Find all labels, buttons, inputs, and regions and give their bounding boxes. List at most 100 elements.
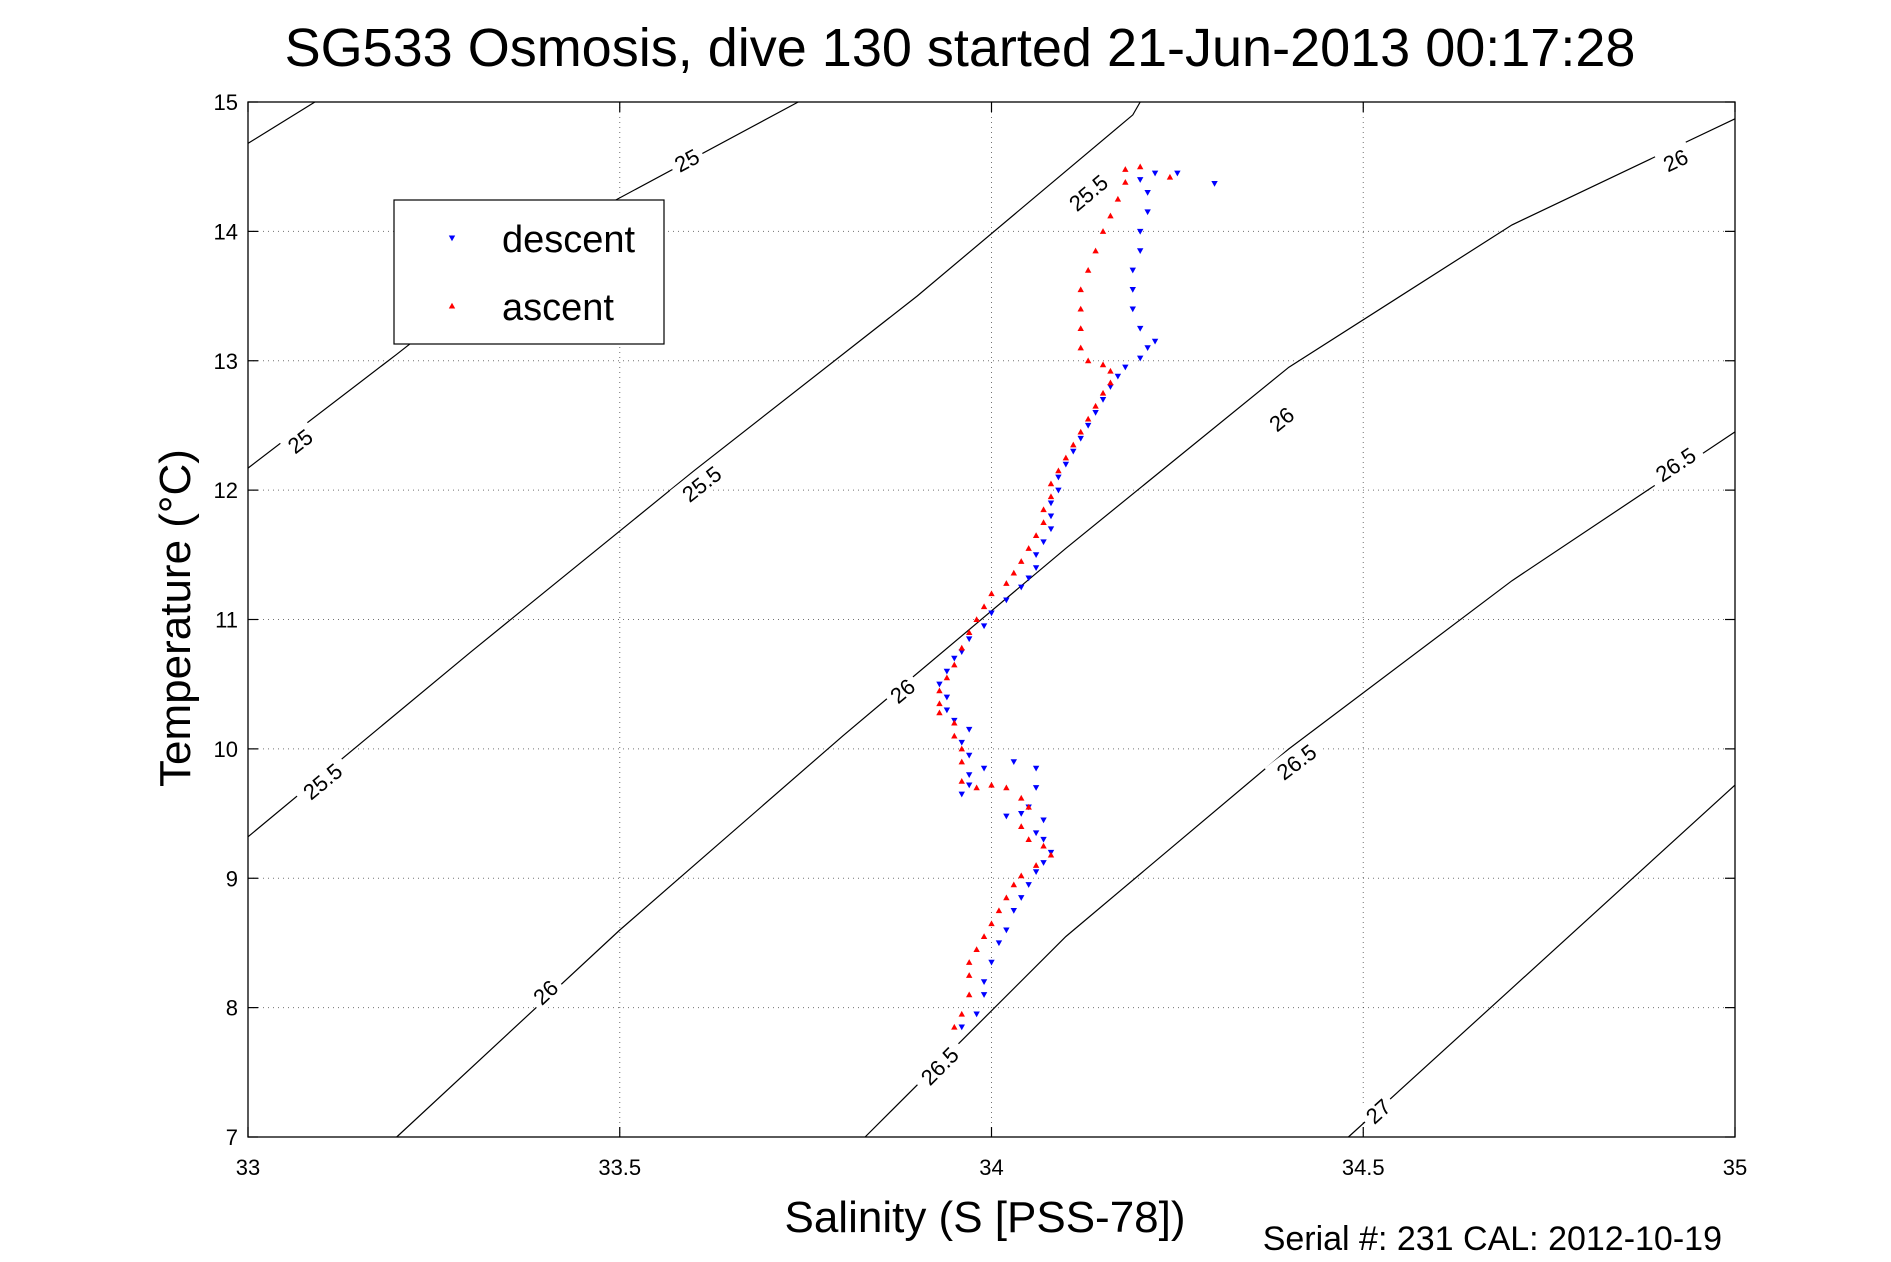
x-tick-label: 33.5 <box>598 1155 641 1180</box>
y-axis-label: Temperature (°C) <box>151 449 200 787</box>
ascent-point <box>1077 428 1084 435</box>
descent-point <box>1025 882 1032 888</box>
ascent-point <box>1137 163 1144 170</box>
y-tick-label: 12 <box>214 478 238 503</box>
descent-point <box>1129 267 1136 274</box>
descent-point <box>1018 895 1025 901</box>
y-tick-label: 10 <box>214 737 238 762</box>
descent-point <box>1047 526 1055 533</box>
legend-label-ascent: ascent <box>502 287 614 329</box>
ascent-point <box>1070 441 1077 448</box>
x-tick-label: 34.5 <box>1342 1155 1385 1180</box>
ascent-point <box>936 709 943 716</box>
descent-point <box>980 979 988 985</box>
ascent-point <box>1010 881 1018 888</box>
ascent-point <box>988 781 995 788</box>
descent-point <box>1129 306 1136 313</box>
ascent-point <box>1114 195 1122 202</box>
descent-point <box>965 726 973 733</box>
contour-line <box>396 118 1736 1138</box>
contour-line <box>864 431 1736 1138</box>
descent-point <box>1151 338 1159 345</box>
descent-point <box>1032 565 1040 571</box>
descent-point <box>1174 170 1181 177</box>
descent-point <box>1211 180 1218 187</box>
ascent-point <box>1107 212 1114 219</box>
descent-point <box>965 782 973 789</box>
legend-marker-ascent <box>448 302 456 309</box>
ascent-point <box>1003 894 1010 901</box>
ascent-point <box>1047 480 1055 487</box>
ascent-point <box>965 991 973 998</box>
ascent-point <box>1077 325 1084 331</box>
descent-point <box>1040 539 1047 546</box>
descent-point <box>936 681 943 688</box>
ascent-point <box>965 629 973 635</box>
ascent-point <box>1047 851 1055 858</box>
ascent-point <box>1025 803 1032 810</box>
descent-point <box>1032 552 1040 559</box>
descent-point <box>1077 435 1084 442</box>
legend: descent ascent <box>393 199 665 345</box>
contour-line <box>247 101 316 144</box>
x-tick-label: 35 <box>1723 1155 1747 1180</box>
legend-box <box>393 199 665 345</box>
descent-point <box>1144 209 1151 216</box>
descent-point <box>973 1011 980 1018</box>
ascent-point <box>980 933 988 940</box>
ascent-point <box>936 700 943 707</box>
axes: 33 33.5 34 34.5 35 7 8 9 10 11 12 13 14 15 <box>214 90 1748 1180</box>
ascent-point <box>943 674 951 681</box>
ascent-point <box>1092 402 1099 409</box>
descent-point <box>1084 422 1092 429</box>
x-tick-label: 33 <box>236 1155 260 1180</box>
descent-point <box>988 610 995 617</box>
y-tick-label: 14 <box>214 219 238 244</box>
ascent-point <box>958 644 965 651</box>
descent-point <box>1137 355 1144 362</box>
ascent-point <box>1077 344 1084 351</box>
descent-point <box>1040 817 1047 824</box>
descent-point <box>1025 575 1032 582</box>
ascent-point <box>1107 379 1114 386</box>
descent-point <box>965 636 973 643</box>
ascent-point <box>1092 247 1099 254</box>
descent-point <box>1137 325 1144 332</box>
descent-point <box>1055 474 1062 481</box>
descent-point <box>995 940 1003 947</box>
ascent-point <box>1166 173 1174 180</box>
descent-point <box>965 772 973 778</box>
ascent-point <box>1018 558 1025 564</box>
ascent-point <box>1025 545 1032 551</box>
descent-point <box>1055 487 1062 494</box>
descent-point <box>1062 461 1070 468</box>
descent-point <box>943 694 951 701</box>
descent-point <box>1040 836 1047 843</box>
y-tick-label: 15 <box>214 90 238 115</box>
ascent-point <box>1040 519 1047 526</box>
y-tick-label: 13 <box>214 349 238 374</box>
ascent-point <box>988 590 995 597</box>
ascent-point <box>965 959 973 965</box>
descent-point <box>943 707 951 714</box>
ascent-point <box>1040 842 1047 849</box>
ascent-point <box>936 687 943 694</box>
ascent-point <box>1099 228 1107 234</box>
descent-point <box>980 623 988 630</box>
chart-title: SG533 Osmosis, dive 130 started 21-Jun-2… <box>285 18 1636 78</box>
descent-point <box>1018 584 1025 591</box>
ascent-point <box>958 758 965 765</box>
descent-point <box>1018 811 1025 817</box>
ascent-point <box>1077 305 1084 312</box>
descent-point <box>1137 248 1144 254</box>
ascent-point <box>980 603 988 610</box>
ascent-point <box>1025 836 1032 842</box>
descent-point <box>951 655 958 662</box>
ascent-point <box>1018 794 1025 801</box>
descent-point <box>1003 813 1010 820</box>
descent-point <box>958 649 965 656</box>
descent-point <box>1099 397 1107 403</box>
descent-point <box>943 668 951 675</box>
descent-point <box>1032 830 1040 837</box>
